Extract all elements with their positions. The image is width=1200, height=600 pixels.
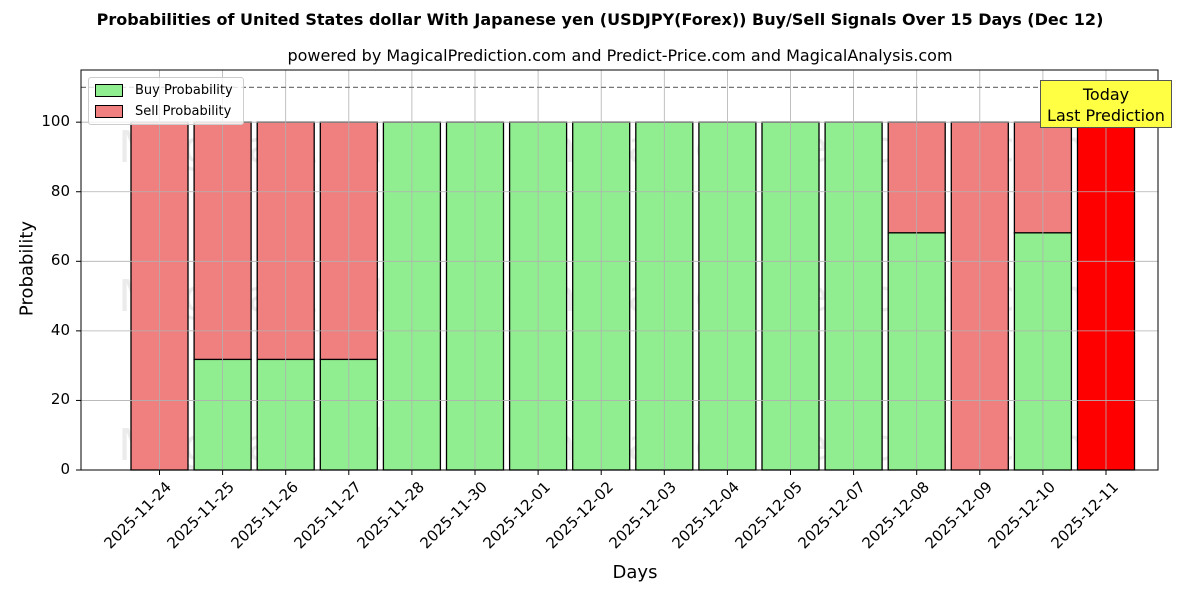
y-tick-label: 0	[60, 460, 70, 478]
legend-item-sell: Sell Probability	[95, 103, 231, 119]
buy-swatch-icon	[95, 83, 123, 97]
y-tick-label: 20	[50, 390, 70, 409]
chart-subtitle: powered by MagicalPrediction.com and Pre…	[287, 46, 953, 65]
x-axis-label: Days	[612, 562, 658, 583]
y-tick-label: 60	[50, 251, 70, 270]
y-tick-label: 40	[50, 320, 70, 339]
today-annotation: Today Last Prediction	[1040, 80, 1172, 128]
sell-swatch-icon	[95, 104, 123, 118]
annotation-line2: Last Prediction	[1047, 106, 1165, 125]
annotation-line1: Today	[1082, 85, 1130, 104]
legend-sell-label: Sell Probability	[135, 103, 232, 119]
legend-buy-label: Buy Probability	[135, 82, 233, 98]
y-tick-label: 100	[41, 112, 70, 131]
legend: Buy Probability Sell Probability	[88, 77, 244, 125]
y-tick-label: 80	[50, 181, 70, 200]
legend-item-buy: Buy Probability	[95, 82, 233, 98]
axes-frame	[80, 69, 1159, 471]
y-axis-label: Probability	[16, 220, 38, 317]
chart-title: Probabilities of United States dollar Wi…	[96, 10, 1104, 29]
